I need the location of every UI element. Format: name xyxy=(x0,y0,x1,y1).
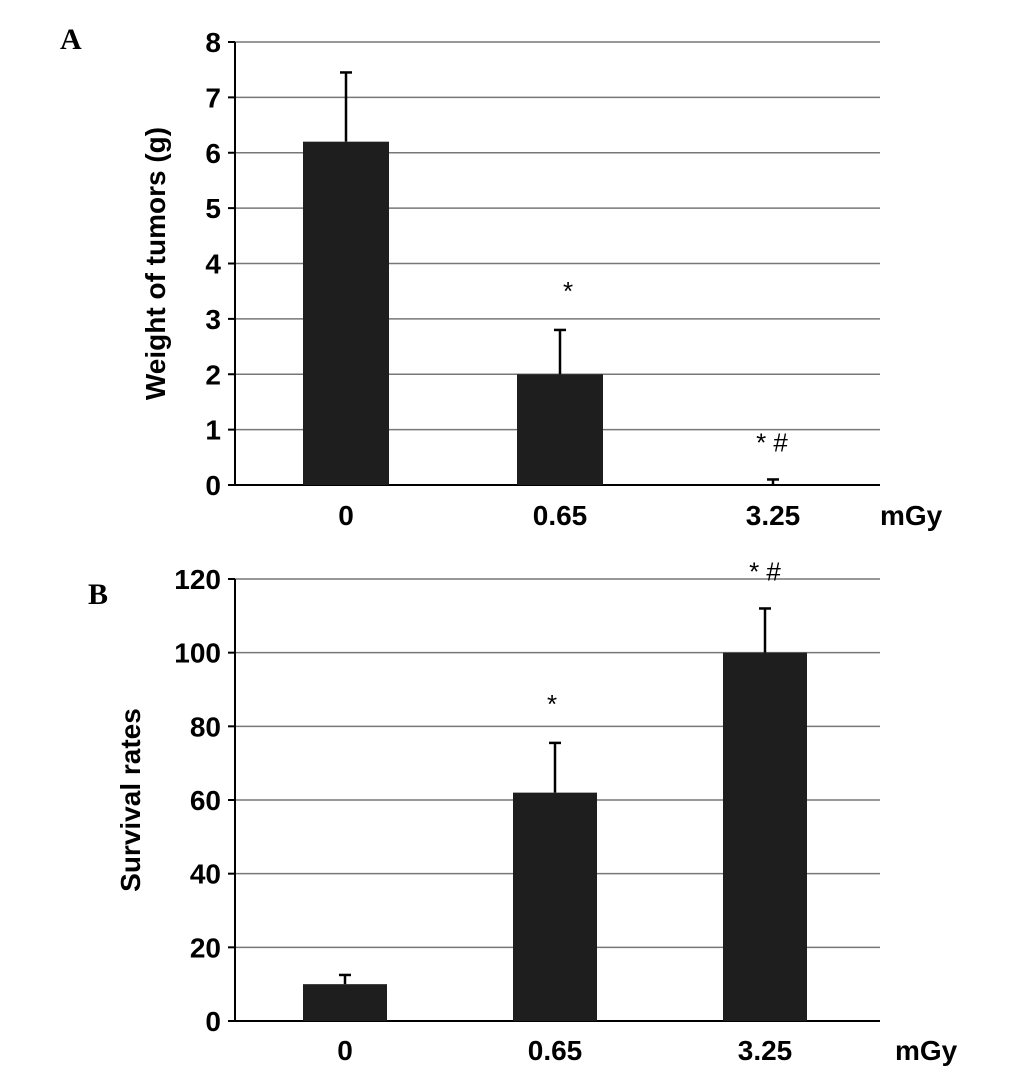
panel-label: B xyxy=(88,578,108,611)
bar xyxy=(303,141,389,486)
bar xyxy=(303,984,387,1021)
y-tick-label: 2 xyxy=(205,359,221,390)
y-tick-label: 0 xyxy=(205,1006,221,1037)
y-tick-label: 4 xyxy=(205,249,221,280)
y-tick-label: 60 xyxy=(190,785,221,816)
bar xyxy=(517,374,603,485)
y-tick-label: 20 xyxy=(190,932,221,963)
y-tick-label: 0 xyxy=(205,470,221,501)
y-tick-label: 120 xyxy=(174,564,221,595)
bar xyxy=(513,792,597,1021)
chart-panel-a: A 0 1 2 3 4 5 6 7 8 Weight of tumors (g) 0 0.65 * 3.25… xyxy=(60,23,943,531)
y-tick-label: 80 xyxy=(190,711,221,742)
x-tick-label: 0 xyxy=(338,500,354,531)
panel-label: A xyxy=(60,23,82,56)
x-unit-label: mGy xyxy=(895,1035,958,1066)
chart-panel-b: B 0 20 40 60 80 100 120 Survival rates 0 0.65 * 3.25… xyxy=(88,556,958,1066)
y-tick-label: 5 xyxy=(205,193,221,224)
y-tick-label: 40 xyxy=(190,859,221,890)
x-tick-label: 0.65 xyxy=(528,1035,583,1066)
y-tick-label: 6 xyxy=(205,138,221,169)
x-unit-label: mGy xyxy=(880,500,943,531)
x-tick-label: 3.25 xyxy=(738,1035,793,1066)
y-tick-label: 100 xyxy=(174,638,221,669)
y-axis-label: Survival rates xyxy=(115,708,146,892)
y-tick-label: 7 xyxy=(205,82,221,113)
y-tick-label: 8 xyxy=(205,27,221,58)
bar xyxy=(723,652,807,1021)
y-axis-label: Weight of tumors (g) xyxy=(140,127,171,400)
significance-marker: * xyxy=(547,689,557,719)
significance-marker: * # xyxy=(756,427,788,457)
significance-marker: * # xyxy=(749,556,781,586)
y-tick-label: 3 xyxy=(205,304,221,335)
y-tick-label: 1 xyxy=(205,415,221,446)
x-tick-label: 0.65 xyxy=(533,500,588,531)
x-tick-label: 3.25 xyxy=(746,500,801,531)
x-tick-label: 0 xyxy=(337,1035,353,1066)
significance-marker: * xyxy=(563,276,573,306)
